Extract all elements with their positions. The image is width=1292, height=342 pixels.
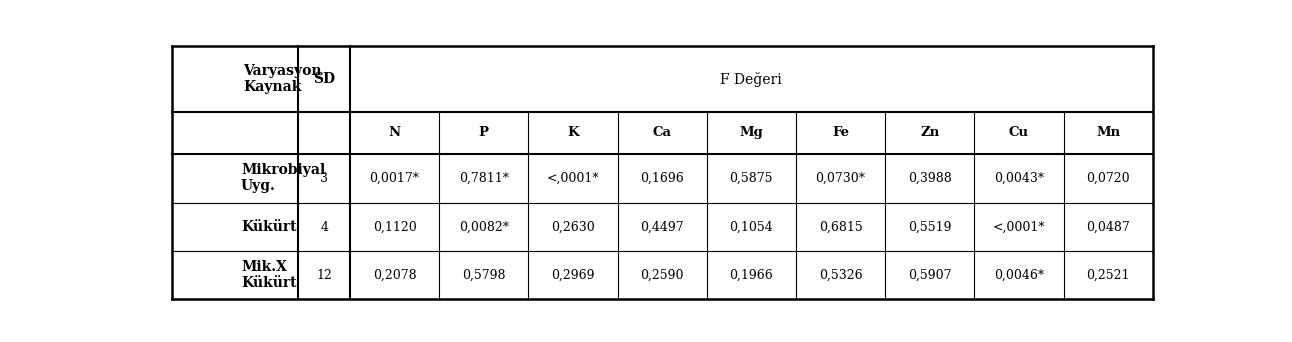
Text: <,0001*: <,0001* xyxy=(547,172,599,185)
Text: Varyasyon
Kaynak: Varyasyon Kaynak xyxy=(243,64,322,94)
Text: N: N xyxy=(389,127,401,140)
Text: 0,5326: 0,5326 xyxy=(819,268,862,281)
Text: Cu: Cu xyxy=(1009,127,1028,140)
Text: 0,1054: 0,1054 xyxy=(730,221,773,234)
Text: 0,3988: 0,3988 xyxy=(908,172,952,185)
Text: 0,6815: 0,6815 xyxy=(819,221,863,234)
Text: 0,0043*: 0,0043* xyxy=(994,172,1044,185)
Text: 0,7811*: 0,7811* xyxy=(459,172,509,185)
Text: 0,0017*: 0,0017* xyxy=(370,172,420,185)
Text: Mikrobiyal
Uyg.: Mikrobiyal Uyg. xyxy=(240,163,326,194)
Text: P: P xyxy=(479,127,488,140)
Text: 0,1120: 0,1120 xyxy=(372,221,416,234)
Text: Ca: Ca xyxy=(652,127,672,140)
Text: 0,1966: 0,1966 xyxy=(730,268,773,281)
Text: 0,0082*: 0,0082* xyxy=(459,221,509,234)
Text: 0,4497: 0,4497 xyxy=(641,221,683,234)
Text: F Değeri: F Değeri xyxy=(721,72,782,87)
Text: Fe: Fe xyxy=(832,127,849,140)
Text: 0,5519: 0,5519 xyxy=(908,221,951,234)
Text: K: K xyxy=(567,127,579,140)
Text: 0,5875: 0,5875 xyxy=(730,172,773,185)
Text: <,0001*: <,0001* xyxy=(992,221,1045,234)
Text: SD: SD xyxy=(313,72,335,86)
Text: 0,2078: 0,2078 xyxy=(372,268,416,281)
Text: 0,2590: 0,2590 xyxy=(641,268,683,281)
Text: 0,2969: 0,2969 xyxy=(552,268,594,281)
Text: 0,2521: 0,2521 xyxy=(1087,268,1130,281)
Text: 4: 4 xyxy=(320,221,328,234)
Text: 0,1696: 0,1696 xyxy=(641,172,683,185)
Text: 0,0046*: 0,0046* xyxy=(994,268,1044,281)
Text: Mik.X
Kükürt: Mik.X Kükürt xyxy=(240,260,296,290)
Text: 0,0720: 0,0720 xyxy=(1087,172,1130,185)
Text: 0,5798: 0,5798 xyxy=(463,268,505,281)
Text: 0,2630: 0,2630 xyxy=(552,221,594,234)
Text: Kükürt: Kükürt xyxy=(240,220,296,234)
Text: 12: 12 xyxy=(317,268,332,281)
Text: Zn: Zn xyxy=(920,127,939,140)
Text: Mg: Mg xyxy=(739,127,764,140)
Text: 0,0730*: 0,0730* xyxy=(815,172,866,185)
Text: 3: 3 xyxy=(320,172,328,185)
Text: 0,0487: 0,0487 xyxy=(1087,221,1130,234)
Text: Mn: Mn xyxy=(1096,127,1120,140)
Text: 0,5907: 0,5907 xyxy=(908,268,951,281)
